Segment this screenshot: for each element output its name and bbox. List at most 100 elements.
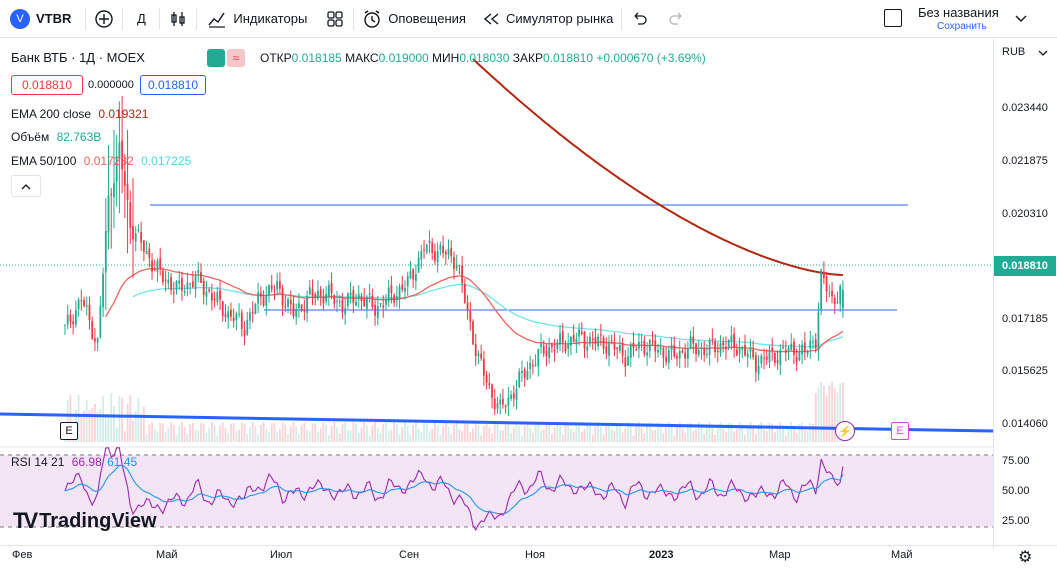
- volume-bar: [798, 423, 801, 442]
- volume-bar: [556, 422, 559, 442]
- undo-button[interactable]: [622, 0, 658, 38]
- currency-label[interactable]: RUB: [1002, 46, 1026, 58]
- interval-button[interactable]: Д: [136, 11, 146, 26]
- volume-bar: [257, 435, 260, 442]
- chart-type-button[interactable]: [160, 0, 196, 38]
- rsi-line: [64, 447, 844, 532]
- sell-button[interactable]: 0.018810: [11, 75, 83, 95]
- symbol-search-button[interactable]: VTBR: [36, 11, 72, 26]
- candle-body: [673, 345, 676, 357]
- volume-bar: [684, 432, 687, 442]
- candle-body: [254, 304, 257, 314]
- price-tick: 0.021875: [1002, 155, 1048, 167]
- volume-bar: [442, 426, 444, 442]
- candle-body: [243, 330, 246, 336]
- volume-bar: [640, 427, 643, 442]
- candle-body: [803, 342, 806, 353]
- volume-legend[interactable]: Объём 82.763B: [11, 130, 101, 144]
- chevron-down-icon[interactable]: [1014, 14, 1028, 24]
- volume-bar: [385, 422, 387, 442]
- layout-save-link[interactable]: Сохранить: [937, 21, 987, 32]
- candle-body: [754, 355, 757, 372]
- candle-body: [115, 157, 118, 182]
- earnings-marker[interactable]: E: [60, 422, 78, 440]
- compare-add-button[interactable]: [86, 0, 122, 38]
- ema50-100-legend[interactable]: EMA 50/100 0.017232 0.017225: [11, 154, 191, 168]
- layout-checkbox[interactable]: [884, 9, 902, 27]
- candle-body: [646, 352, 648, 356]
- volume-bar: [281, 422, 284, 442]
- templates-button[interactable]: [317, 0, 353, 38]
- chart-pane[interactable]: [0, 39, 994, 549]
- indicators-button[interactable]: Индикаторы: [197, 0, 317, 38]
- replay-label: Симулятор рынка: [505, 11, 614, 26]
- candle-body: [338, 301, 341, 303]
- volume-bar: [618, 423, 621, 442]
- candle-body: [298, 303, 300, 309]
- volume-bar: [224, 427, 227, 442]
- candle-body: [295, 309, 298, 318]
- volume-bar: [676, 425, 678, 442]
- time-scale[interactable]: [0, 545, 1057, 572]
- chart-title[interactable]: Банк ВТБ · 1Д · MOEX: [11, 50, 145, 65]
- rsi-legend[interactable]: RSI 14 21 66.98 61.45: [11, 455, 137, 469]
- volume-bar: [765, 431, 768, 442]
- volume-bar: [450, 434, 453, 442]
- candle-body: [523, 369, 526, 378]
- candle-body: [521, 371, 523, 374]
- volume-bar: [784, 435, 787, 442]
- volume-bar: [463, 422, 466, 442]
- candle-body: [790, 343, 793, 351]
- candle-body: [322, 297, 325, 304]
- volume-bar: [735, 428, 738, 442]
- replay-button[interactable]: Симулятор рынка: [474, 0, 621, 38]
- earnings-marker-upcoming[interactable]: E: [891, 422, 909, 440]
- candle-body: [431, 242, 434, 253]
- candle-body: [142, 240, 145, 252]
- volume-bar: [164, 432, 167, 442]
- candle-body: [809, 340, 812, 349]
- candle-body: [360, 296, 363, 302]
- candle-body: [363, 298, 366, 307]
- volume-bar: [768, 422, 771, 442]
- price-tick: 0.014060: [1002, 418, 1048, 430]
- volume-bar: [654, 430, 657, 442]
- volume-bar: [526, 422, 529, 442]
- candle-body: [643, 340, 646, 355]
- candle-body: [833, 297, 836, 304]
- ema200-legend[interactable]: EMA 200 close 0.019321: [11, 107, 148, 121]
- candle-body: [292, 303, 295, 317]
- layout-name[interactable]: Без названия: [918, 5, 999, 20]
- price-scale[interactable]: [993, 39, 1057, 549]
- candle-body: [156, 260, 159, 272]
- volume-bar: [719, 422, 722, 442]
- candle-body: [589, 336, 591, 345]
- volume-bar: [613, 431, 616, 442]
- candle-body: [183, 291, 186, 293]
- candle-body: [697, 349, 700, 355]
- volume-bar: [379, 432, 382, 442]
- buy-button[interactable]: 0.018810: [140, 75, 206, 95]
- chevron-down-icon[interactable]: [1038, 50, 1048, 57]
- dividend-bolt-icon[interactable]: ⚡: [835, 421, 855, 441]
- candle-body: [482, 358, 485, 376]
- candle-body: [436, 251, 439, 263]
- legend-collapse-button[interactable]: [11, 175, 41, 197]
- volume-bar: [306, 429, 308, 442]
- candle-body: [110, 193, 113, 196]
- tradingview-logo[interactable]: TV TradingView: [13, 508, 157, 534]
- candle-body: [197, 269, 200, 274]
- market-open-icon: [207, 49, 225, 67]
- gear-icon[interactable]: ⚙: [1018, 549, 1033, 566]
- candle-body: [727, 339, 730, 348]
- symbol-avatar[interactable]: V: [10, 8, 30, 29]
- volume-bar: [790, 422, 793, 442]
- volume-bar: [287, 434, 289, 442]
- candle-body: [327, 284, 330, 296]
- alerts-button[interactable]: Оповещения: [354, 0, 474, 38]
- candle-body: [485, 375, 488, 383]
- top-toolbar: V VTBR Д Индикаторы Оповещения Симулятор…: [0, 0, 1057, 38]
- redo-button[interactable]: [658, 0, 694, 38]
- candle-body: [444, 251, 447, 255]
- candle-body: [319, 289, 322, 296]
